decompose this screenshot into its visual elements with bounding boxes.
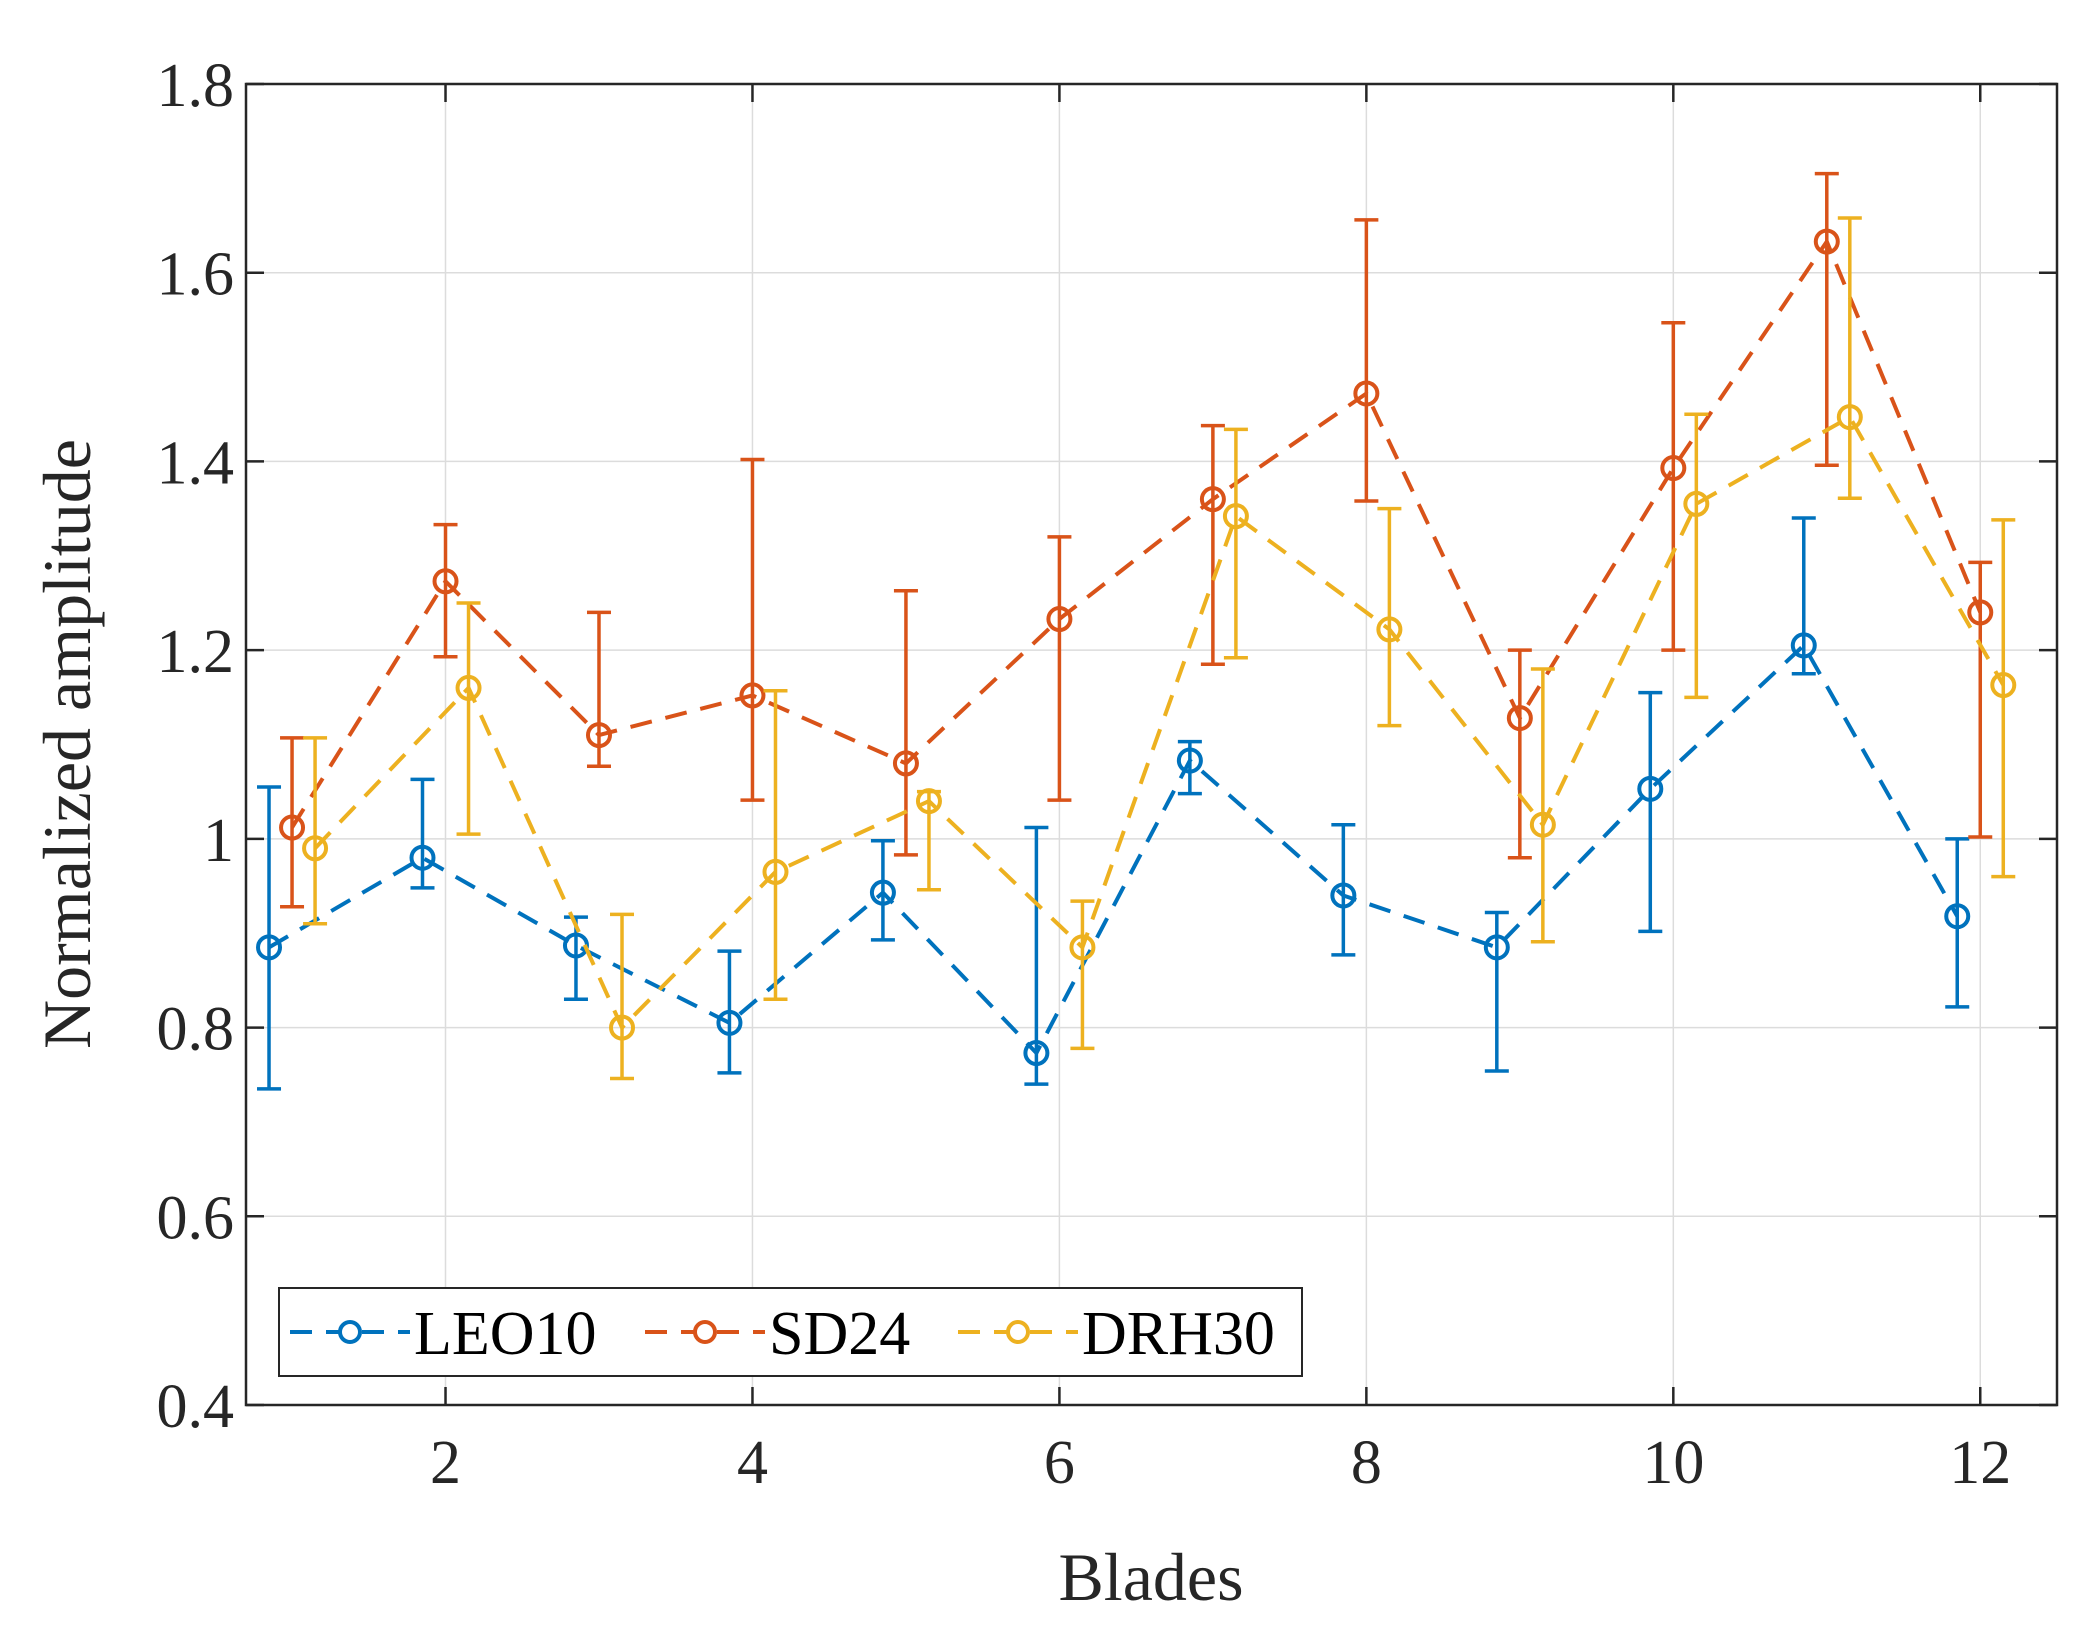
series-leo10	[256, 516, 1971, 1091]
legend-label: LEO10	[414, 1300, 597, 1368]
y-tick-label: 1	[203, 807, 234, 875]
y-tick-label: 1.6	[157, 241, 235, 309]
data-point	[1023, 1040, 1050, 1067]
data-point	[739, 682, 766, 709]
x-axis-title: Blades	[1058, 1539, 1243, 1615]
data-point	[1836, 404, 1863, 431]
x-tick-label: 4	[737, 1429, 768, 1497]
legend-entry-leo10: LEO10	[290, 1300, 597, 1368]
data-point	[1637, 775, 1664, 802]
series-drh30	[302, 216, 2017, 1081]
y-tick-label: 0.8	[157, 996, 235, 1064]
data-point	[1990, 672, 2017, 699]
data-point	[1483, 934, 1510, 961]
data-point	[1069, 934, 1096, 961]
data-point	[1222, 503, 1249, 530]
data-point	[256, 934, 283, 961]
data-point	[1506, 705, 1533, 732]
legend-entry-sd24: SD24	[645, 1300, 910, 1368]
data-point	[409, 844, 436, 871]
legend-marker	[1006, 1320, 1030, 1344]
series-line	[268, 643, 1959, 1056]
x-tick-label: 8	[1351, 1429, 1382, 1497]
data-point	[1790, 632, 1817, 659]
tick-labels: 2 4 6 8 10 12 0.4 0.6 0.8 1 1.2 1.4 1.6 1.8	[157, 52, 2012, 1497]
x-tick-label: 2	[430, 1429, 461, 1497]
data-point	[1330, 882, 1357, 909]
series-line	[313, 415, 2006, 1030]
series-layer	[256, 171, 2017, 1091]
data-point	[1046, 606, 1073, 633]
data-point	[1176, 747, 1203, 774]
data-point	[1813, 228, 1840, 255]
data-point	[1199, 486, 1226, 513]
data-point	[915, 788, 942, 815]
ticks	[246, 82, 2057, 1407]
legend-marker	[338, 1320, 362, 1344]
data-point	[869, 879, 896, 906]
data-point	[455, 674, 482, 701]
y-tick-label: 0.6	[157, 1184, 235, 1252]
y-axis-title: Normalized amplitude	[29, 439, 105, 1049]
plot-area	[246, 84, 2057, 1405]
y-tick-label: 0.4	[157, 1373, 235, 1441]
y-tick-label: 1.2	[157, 618, 235, 686]
data-point	[716, 1009, 743, 1036]
data-point	[1376, 616, 1403, 643]
data-point	[609, 1014, 636, 1041]
data-point	[1353, 380, 1380, 407]
data-point	[432, 568, 459, 595]
data-point	[762, 858, 789, 885]
data-point	[1660, 455, 1687, 482]
legend-marker	[693, 1320, 717, 1344]
data-point	[302, 835, 329, 862]
series-line	[290, 239, 1983, 829]
data-point	[892, 750, 919, 777]
data-point	[1967, 599, 1994, 626]
legend-entry-drh30: DRH30	[958, 1300, 1275, 1368]
data-point	[585, 722, 612, 749]
series-sd24	[279, 171, 1994, 909]
data-point	[1529, 811, 1556, 838]
data-point	[279, 814, 306, 841]
x-tick-label: 12	[1949, 1429, 2011, 1497]
legend-box	[278, 1287, 1303, 1377]
y-tick-label: 1.4	[157, 429, 235, 497]
legend: LEO10 SD24 DRH30	[278, 1287, 1303, 1377]
plot-frame	[244, 82, 2059, 1407]
data-point	[1683, 490, 1710, 517]
x-tick-label: 10	[1642, 1429, 1704, 1497]
legend-label: SD24	[769, 1300, 910, 1368]
data-point	[1944, 903, 1971, 930]
y-tick-label: 1.8	[157, 52, 235, 120]
legend-label: DRH30	[1082, 1300, 1275, 1368]
x-tick-label: 6	[1044, 1429, 1075, 1497]
